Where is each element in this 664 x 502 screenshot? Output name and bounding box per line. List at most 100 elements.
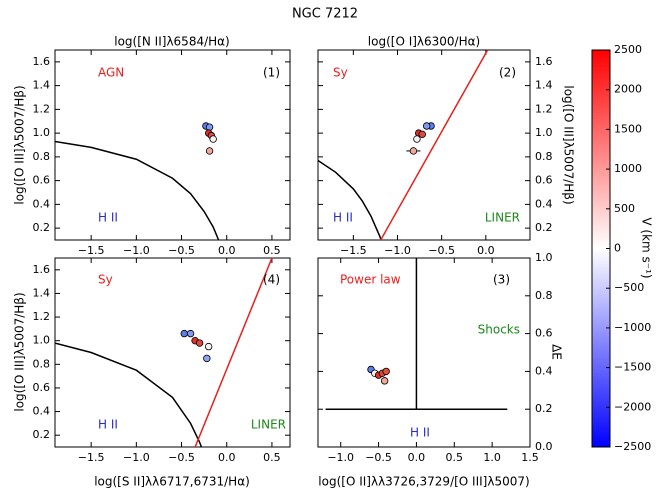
y-tick-label: 1.2 [535, 102, 553, 115]
x-axis-label: log([O II]λλ3726,3729/[O III]λ5007) [318, 475, 529, 489]
annotation: (3) [493, 273, 510, 287]
colorbar-tick-label: −1500 [614, 361, 651, 374]
y-tick-label: 0.6 [535, 327, 553, 340]
annotation: (1) [263, 66, 280, 80]
boundary-line [55, 140, 220, 240]
colorbar-tick-label: 2000 [614, 83, 642, 96]
annotation: H II [98, 418, 118, 432]
y-tick-label: 0.2 [535, 221, 553, 234]
boundary-line [380, 50, 489, 240]
annotation: H II [98, 211, 118, 225]
y-tick-label: 0.8 [535, 150, 553, 163]
y-tick-label: 0.8 [535, 289, 553, 302]
y-tick-label: 1.4 [33, 79, 51, 92]
y-tick-label: 0.8 [33, 357, 51, 370]
data-point [203, 354, 211, 363]
plot-frame [317, 257, 531, 448]
x-tick-label: 0.0 [218, 451, 236, 464]
annotation: Shocks [478, 323, 520, 337]
x-tick-label: 0.5 [263, 451, 281, 464]
x-tick-label: 0.5 [446, 451, 464, 464]
y-axis-label: ΔE [550, 344, 564, 360]
y-tick-label: 0.0 [535, 440, 553, 453]
y-axis-label: log([O III]λ5007/Hβ) [13, 292, 27, 411]
y-tick-label: 1.0 [33, 334, 51, 347]
colorbar-tick-label: −500 [614, 281, 644, 294]
boundary-line [55, 342, 203, 447]
colorbar-tick-label: 1000 [614, 162, 642, 175]
x-tick-label: −1.0 [123, 244, 150, 257]
y-tick-label: 0.2 [535, 402, 553, 415]
data-point [409, 147, 418, 155]
y-tick-label: 1.0 [535, 251, 553, 264]
y-tick-label: 1.6 [33, 263, 51, 276]
y-tick-label: 0.6 [33, 381, 51, 394]
y-tick-label: 0.4 [535, 364, 553, 377]
annotation: H II [333, 211, 353, 225]
x-tick-label: 1.5 [521, 451, 539, 464]
x-axis-label: log([S II]λλ6717,6731/Hα) [94, 475, 250, 489]
y-tick-label: 1.6 [535, 55, 553, 68]
boundary-line [194, 258, 273, 447]
y-tick-label: 1.0 [33, 126, 51, 139]
plot-area [55, 258, 273, 447]
x-axis-label: log([O I]λ6300/Hα) [368, 35, 480, 49]
y-tick-label: 1.2 [33, 310, 51, 323]
y-tick-label: 1.2 [33, 102, 51, 115]
y-tick-label: 0.4 [33, 405, 51, 418]
data-point [205, 147, 214, 155]
x-tick-label: −1.5 [78, 244, 105, 257]
boundary-line [318, 159, 382, 240]
x-tick-label: −1.0 [327, 451, 354, 464]
plot-area [325, 258, 508, 410]
y-tick-label: 0.6 [33, 174, 51, 187]
y-axis-label: log([O III]λ5007/Hβ) [562, 85, 576, 204]
data-point [204, 342, 213, 351]
colorbar-tick-label: 1500 [614, 122, 642, 135]
x-tick-label: 0.0 [218, 244, 236, 257]
data-point [195, 339, 204, 347]
colorbar-tick-label: −2500 [614, 440, 651, 453]
x-tick-label: 0.0 [408, 451, 426, 464]
plot-frame [54, 49, 291, 241]
colorbar-tick-label: −1000 [614, 321, 651, 334]
figure-title: NGC 7212 [292, 7, 358, 22]
y-tick-label: 1.4 [33, 286, 51, 299]
y-tick-label: 1.0 [535, 126, 553, 139]
data-point [205, 123, 214, 131]
data-point [180, 329, 188, 338]
x-tick-label: −1.0 [384, 244, 411, 257]
colorbar-tick-label: −2000 [614, 400, 651, 413]
x-tick-label: 1.0 [483, 451, 501, 464]
annotation: (4) [263, 273, 280, 287]
colorbar-label: V (km s⁻¹) [640, 217, 654, 278]
x-tick-label: 0.5 [263, 244, 281, 257]
x-tick-label: −1.5 [340, 244, 367, 257]
plot-area [55, 122, 220, 240]
colorbar-tick-label: 500 [614, 202, 635, 215]
y-tick-label: 0.8 [33, 150, 51, 163]
annotation: LINER [251, 418, 286, 432]
y-tick-label: 0.4 [33, 197, 51, 210]
y-tick-label: 0.4 [535, 197, 553, 210]
annotation: Sy [98, 273, 113, 287]
data-point [413, 135, 421, 143]
data-point [422, 122, 431, 130]
plot-frame [54, 257, 291, 448]
y-tick-label: 0.6 [535, 174, 553, 187]
y-tick-label: 1.4 [535, 79, 553, 92]
annotation: (2) [499, 66, 516, 80]
x-tick-label: 0.0 [477, 244, 495, 257]
x-tick-label: −1.0 [123, 451, 150, 464]
y-tick-label: 0.2 [33, 428, 51, 441]
data-point [186, 329, 195, 338]
annotation: H II [410, 426, 430, 440]
x-tick-label: −0.5 [168, 244, 195, 257]
y-tick-label: 0.2 [33, 221, 51, 234]
x-tick-label: −0.5 [365, 451, 392, 464]
annotation: LINER [485, 211, 520, 225]
data-point [209, 135, 217, 143]
x-axis-label: log([N II]λ6584/Hα) [114, 35, 230, 49]
data-point [382, 367, 390, 376]
colorbar-tick-label: 0 [614, 242, 621, 255]
